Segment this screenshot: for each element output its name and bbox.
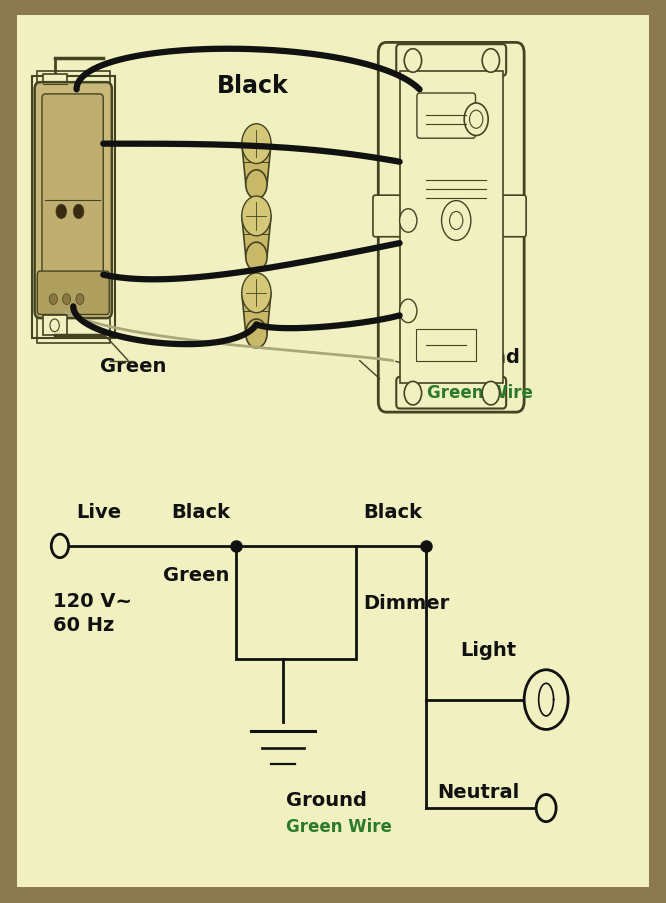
Circle shape: [50, 320, 59, 332]
Polygon shape: [242, 144, 271, 185]
Polygon shape: [242, 217, 271, 257]
Circle shape: [242, 274, 271, 313]
FancyBboxPatch shape: [43, 75, 67, 95]
FancyBboxPatch shape: [17, 16, 649, 887]
Polygon shape: [242, 293, 271, 334]
Text: Green Wire: Green Wire: [286, 817, 392, 835]
Text: Live: Live: [77, 502, 122, 521]
Circle shape: [246, 243, 267, 272]
FancyBboxPatch shape: [35, 83, 112, 319]
FancyBboxPatch shape: [43, 316, 67, 336]
Text: 120 V~
60 Hz: 120 V~ 60 Hz: [53, 591, 133, 634]
Circle shape: [242, 125, 271, 164]
FancyBboxPatch shape: [373, 196, 404, 237]
FancyBboxPatch shape: [378, 43, 524, 413]
Circle shape: [482, 50, 500, 73]
FancyBboxPatch shape: [416, 330, 476, 361]
Circle shape: [76, 294, 84, 305]
Circle shape: [246, 320, 267, 349]
Circle shape: [400, 300, 417, 323]
Text: Black: Black: [217, 74, 289, 98]
Text: Ground: Ground: [286, 790, 367, 809]
Text: Green Wire: Green Wire: [427, 384, 532, 402]
Circle shape: [464, 104, 488, 136]
FancyBboxPatch shape: [396, 377, 506, 409]
Circle shape: [524, 670, 568, 730]
Circle shape: [49, 294, 57, 305]
Circle shape: [442, 201, 471, 241]
FancyBboxPatch shape: [236, 546, 356, 659]
Circle shape: [73, 205, 84, 219]
Text: Dimmer: Dimmer: [363, 593, 450, 612]
Circle shape: [404, 382, 422, 405]
FancyBboxPatch shape: [37, 272, 109, 315]
Circle shape: [242, 197, 271, 237]
Text: Ground: Ground: [439, 347, 520, 367]
Circle shape: [400, 209, 417, 233]
Circle shape: [56, 205, 67, 219]
FancyBboxPatch shape: [400, 72, 503, 384]
FancyBboxPatch shape: [499, 196, 526, 237]
Text: Green: Green: [163, 565, 230, 585]
Text: Black: Black: [363, 502, 422, 521]
Circle shape: [536, 795, 556, 822]
FancyBboxPatch shape: [417, 94, 476, 139]
FancyBboxPatch shape: [20, 36, 646, 424]
Text: Green: Green: [100, 356, 166, 376]
Circle shape: [63, 294, 71, 305]
FancyBboxPatch shape: [42, 95, 103, 307]
Text: Black: Black: [170, 502, 230, 521]
Circle shape: [482, 382, 500, 405]
Text: Light: Light: [460, 640, 516, 659]
Circle shape: [246, 171, 267, 200]
Circle shape: [404, 50, 422, 73]
Circle shape: [51, 535, 69, 558]
Text: Neutral: Neutral: [438, 782, 519, 802]
Circle shape: [450, 212, 463, 230]
FancyBboxPatch shape: [396, 45, 506, 77]
Circle shape: [470, 111, 483, 129]
